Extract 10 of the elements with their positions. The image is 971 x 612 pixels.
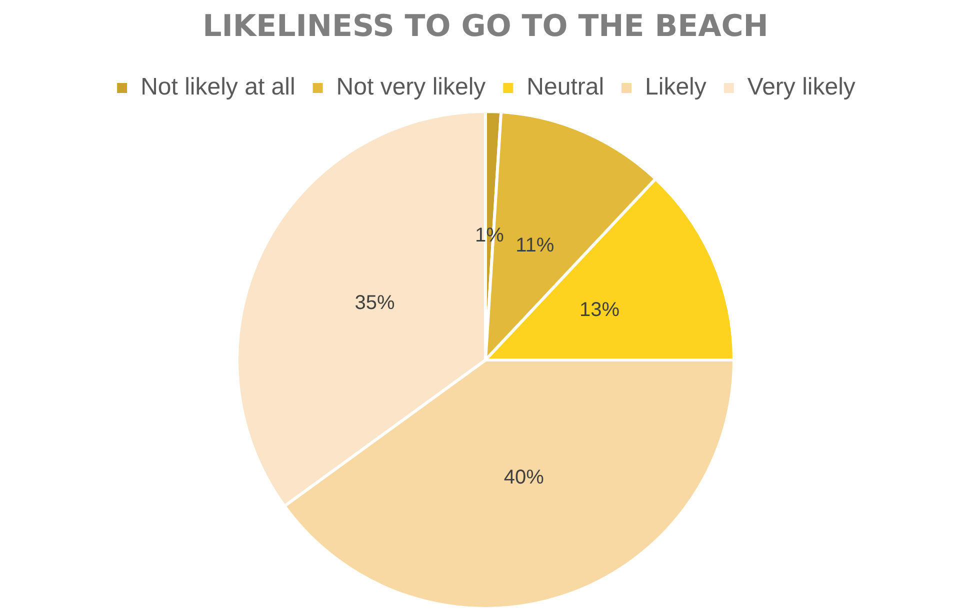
legend-label: Likely bbox=[645, 74, 706, 101]
legend-label: Neutral bbox=[526, 74, 604, 101]
data-label: 35% bbox=[354, 292, 396, 314]
chart-title: LIKELINESS TO GO TO THE BEACH bbox=[202, 8, 768, 44]
data-label: 11% bbox=[516, 234, 554, 256]
legend-label: Not likely at all bbox=[140, 74, 296, 101]
legend-label: Very likely bbox=[747, 74, 856, 101]
legend-label: Not very likely bbox=[336, 74, 486, 101]
data-label: 13% bbox=[580, 299, 620, 322]
data-label: 40% bbox=[504, 466, 544, 489]
